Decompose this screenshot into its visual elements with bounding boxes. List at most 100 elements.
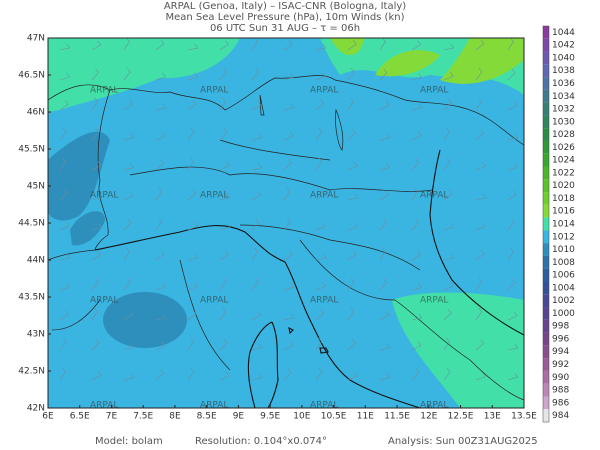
coastline	[94, 225, 421, 408]
colorbar-swatch	[543, 383, 549, 397]
wind-barb	[315, 253, 327, 261]
wind-barb	[187, 72, 198, 81]
wind-barb	[475, 307, 483, 321]
wind-barb	[187, 222, 198, 231]
latitude-label: 45N	[27, 182, 45, 192]
wind-barb	[443, 367, 451, 381]
watermark: ARPAL	[200, 401, 228, 411]
wind-barb	[379, 101, 390, 111]
colorbar-swatch	[543, 179, 549, 193]
wind-barb	[379, 278, 388, 291]
colorbar-label: 990	[552, 373, 569, 383]
wind-barb	[507, 217, 515, 231]
wind-barb	[475, 193, 487, 201]
watermarks: ARPAL ARPAL ARPAL ARPAL ARPAL ARPAL ARPAL ARPAL…	[90, 86, 448, 411]
wind-barb	[91, 97, 98, 111]
wind-barb	[411, 368, 420, 381]
wind-barb	[411, 131, 422, 141]
wind-barb	[219, 250, 229, 261]
wind-barb	[443, 337, 450, 351]
longitude-label: 11.5E	[384, 412, 410, 422]
longitude-label: 10E	[293, 412, 310, 422]
wind-barb	[91, 250, 102, 261]
wind-barb	[251, 38, 258, 51]
colorbar-label: 1034	[552, 92, 575, 102]
colorbar-label: 1040	[552, 53, 575, 63]
wind-barb	[379, 247, 386, 261]
watermark: ARPAL	[310, 191, 338, 201]
longitude-label: 10.5E	[321, 412, 347, 422]
wind-barb	[187, 367, 195, 381]
watermark: ARPAL	[90, 401, 118, 411]
wind-barb	[123, 373, 135, 381]
wind-barb	[91, 307, 98, 321]
wind-barb	[91, 223, 103, 231]
longitude-label: 9.5E	[260, 412, 280, 422]
wind-barb	[475, 222, 486, 231]
wind-barb	[59, 43, 71, 51]
wind-barb	[91, 68, 99, 81]
colorbar-label: 1026	[552, 143, 575, 153]
longitude-label: 13.5E	[511, 412, 537, 422]
colorbar-label: 1010	[552, 245, 575, 255]
colorbar-swatch	[543, 140, 549, 154]
wind-barb	[347, 97, 354, 111]
colorbar-label: 996	[552, 334, 569, 344]
wind-barb	[475, 339, 485, 351]
latitude-label: 46N	[27, 108, 45, 118]
colorbar-swatch	[543, 281, 549, 295]
colorbar-swatch	[543, 409, 549, 422]
border	[48, 89, 111, 261]
wind-barb	[91, 128, 100, 141]
wind-barb	[283, 368, 292, 381]
wind-barb	[187, 253, 199, 261]
wind-barb	[155, 72, 166, 81]
footer-model: Model: bolam	[95, 436, 163, 447]
colorbar-label: 1002	[552, 296, 575, 306]
wind-barb	[315, 222, 326, 231]
wind-barb	[187, 99, 197, 111]
wind-barb	[219, 128, 228, 141]
wind-barb	[283, 187, 290, 201]
colorbar-label: 984	[552, 411, 569, 421]
wind-barb	[411, 313, 423, 321]
colorbar-label: 1038	[552, 66, 575, 76]
latitude-label: 46.5N	[18, 71, 45, 81]
wind-barb	[411, 218, 419, 231]
wind-barb	[347, 161, 358, 171]
footer-resolution: Resolution: 0.104°x0.074°	[195, 436, 327, 447]
latitude-label: 42N	[27, 404, 45, 414]
colorbar-label: 1004	[552, 283, 575, 293]
watermark: ARPAL	[420, 191, 448, 201]
longitude-label: 6.5E	[70, 412, 90, 422]
colorbar-swatch	[543, 89, 549, 103]
colorbar-swatch	[543, 243, 549, 256]
wind-barb	[123, 310, 133, 321]
coastline	[247, 321, 279, 408]
colorbar-label: 1044	[552, 28, 575, 38]
wind-barb	[347, 193, 359, 201]
latitude-label: 42.5N	[18, 367, 45, 377]
wind-barb	[283, 217, 291, 231]
wind-barb	[347, 67, 355, 81]
wind-barb	[283, 103, 295, 111]
colorbar-swatch	[543, 307, 549, 320]
wind-barb	[59, 282, 71, 291]
colorbar-swatch	[543, 204, 549, 218]
longitude-label: 7.5E	[133, 412, 153, 422]
wind-barb	[411, 341, 422, 351]
wind-barb	[315, 282, 326, 291]
wind-barb	[347, 222, 359, 231]
wind-barb	[411, 103, 423, 111]
colorbar-label: 992	[552, 360, 569, 370]
wind-barb	[219, 161, 230, 171]
wind-barb	[187, 127, 195, 141]
wind-barb	[379, 343, 391, 351]
wind-barb	[443, 189, 453, 201]
wind-barb	[251, 100, 262, 111]
colorbar-frame	[542, 25, 550, 423]
wind-barb	[187, 309, 197, 321]
wind-barb	[155, 217, 163, 231]
wind-barb	[379, 38, 386, 51]
wind-barb	[219, 68, 227, 81]
